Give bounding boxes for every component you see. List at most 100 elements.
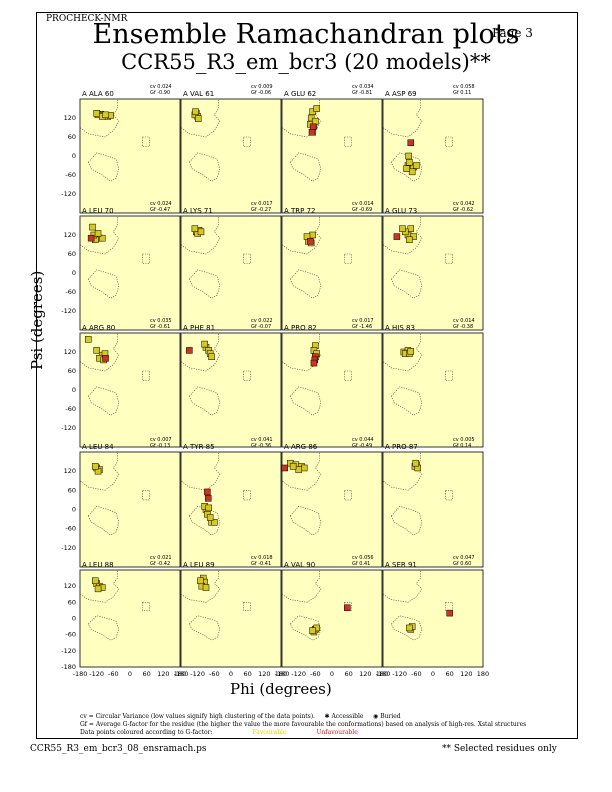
data-point-unfavourable [407, 139, 415, 146]
residue-label: A LEU 70 [82, 207, 114, 215]
y-tick-label: -180 [61, 663, 76, 671]
x-tick-label: -120 [291, 670, 306, 678]
data-point [313, 105, 320, 112]
panel-6 [281, 215, 383, 331]
data-point [206, 514, 214, 521]
x-tick-label: -60 [411, 670, 422, 678]
data-point [412, 459, 420, 467]
region-outline [243, 489, 251, 501]
data-point-unfavourable [204, 488, 211, 496]
gf-value: Gf -0.06 [251, 90, 271, 96]
data-point [211, 519, 218, 526]
region-outline [243, 136, 251, 147]
cv-value: cv 0.056 [352, 555, 374, 561]
residue-label: A LEU 88 [82, 561, 114, 569]
x-tick-label: -180 [275, 670, 290, 678]
y-tick-label: -60 [65, 405, 76, 413]
legend-favourable: Favourable [252, 729, 287, 736]
x-tick-label: 60 [143, 670, 151, 678]
gf-value: Gf -0.62 [453, 207, 473, 213]
data-point [399, 225, 406, 232]
data-point [98, 234, 106, 242]
y-tick-label: -60 [65, 171, 76, 179]
region-outline [382, 98, 423, 138]
panel-10 [281, 332, 383, 448]
page-frame [36, 12, 578, 739]
cv-value: cv 0.021 [150, 555, 172, 561]
x-tick-label: -120 [190, 670, 205, 678]
accessible-icon: ✱ [324, 713, 330, 720]
region-outline [390, 615, 423, 641]
x-tick-label: 0 [229, 670, 233, 678]
x-tick-label: -60 [108, 670, 119, 678]
cv-value: cv 0.034 [352, 84, 374, 90]
region-outline [188, 505, 221, 536]
x-tick-label: 180 [477, 670, 489, 678]
region-outline [180, 332, 221, 372]
panel-15 [382, 451, 484, 568]
x-tick-label: 120 [157, 670, 169, 678]
residue-label: A VAL 61 [183, 90, 214, 98]
region-outline [243, 253, 251, 264]
gf-value: Gf -0.61 [150, 324, 170, 330]
data-point [197, 577, 204, 585]
x-tick-label: 120 [460, 670, 472, 678]
gf-value: Gf -0.38 [453, 324, 473, 330]
gf-value: Gf 0.11 [453, 90, 471, 96]
x-tick-label: 60 [446, 670, 454, 678]
x-tick-label: -180 [174, 670, 189, 678]
footer-note: ** Selected residues only [442, 744, 557, 754]
data-point [205, 504, 213, 512]
residue-label: A PRO 82 [284, 324, 317, 332]
region-outline [281, 215, 322, 255]
region-outline [79, 215, 120, 255]
y-tick-label: 120 [64, 582, 76, 590]
panel-11 [382, 332, 484, 448]
y-tick-label: 60 [68, 486, 76, 494]
data-point [93, 347, 100, 354]
region-outline [445, 370, 453, 381]
cv-value: cv 0.022 [251, 318, 273, 324]
data-point-unfavourable [87, 234, 95, 242]
data-point [85, 336, 92, 343]
gf-value: Gf -0.13 [150, 443, 170, 449]
cv-value: cv 0.024 [150, 84, 172, 90]
gf-value: Gf -0.69 [352, 207, 372, 213]
residue-label: A ALA 60 [82, 90, 114, 98]
data-point [92, 577, 99, 585]
cv-value: cv 0.042 [453, 201, 475, 207]
data-point [102, 111, 109, 119]
data-point [197, 228, 205, 236]
panel-7 [382, 215, 484, 331]
legend-accessible: Accessible [331, 713, 364, 720]
data-point [295, 466, 302, 473]
y-tick-label: 120 [64, 348, 76, 356]
legend-unfavourable: Unfavourable [316, 729, 358, 736]
data-point [407, 348, 415, 355]
x-tick-label: 0 [330, 670, 334, 678]
data-point [94, 230, 102, 237]
data-point [406, 159, 413, 166]
y-tick-label: 0 [72, 269, 76, 277]
residue-label: A SER 91 [385, 561, 417, 569]
gf-value: Gf -0.47 [150, 207, 170, 213]
data-point [405, 152, 412, 160]
gf-value: Gf -0.49 [352, 443, 372, 449]
y-tick-label: 0 [72, 615, 76, 623]
residue-label: A PHE 81 [183, 324, 215, 332]
region-outline [445, 489, 453, 501]
x-tick-label: 0 [128, 670, 132, 678]
legend: cv = Circular Variance (low values signi… [80, 713, 550, 737]
data-point [406, 624, 413, 632]
y-tick-label: 120 [64, 114, 76, 122]
data-point [93, 110, 100, 117]
region-outline [79, 569, 120, 603]
data-point [407, 225, 415, 232]
y-tick-label: -60 [65, 631, 76, 639]
x-tick-label: -120 [392, 670, 407, 678]
y-tick-label: 0 [72, 152, 76, 160]
data-point-unfavourable [102, 355, 109, 362]
gf-value: Gf 0.41 [352, 561, 370, 567]
panel-18 [281, 569, 383, 668]
residue-label: A LEU 84 [82, 443, 114, 451]
